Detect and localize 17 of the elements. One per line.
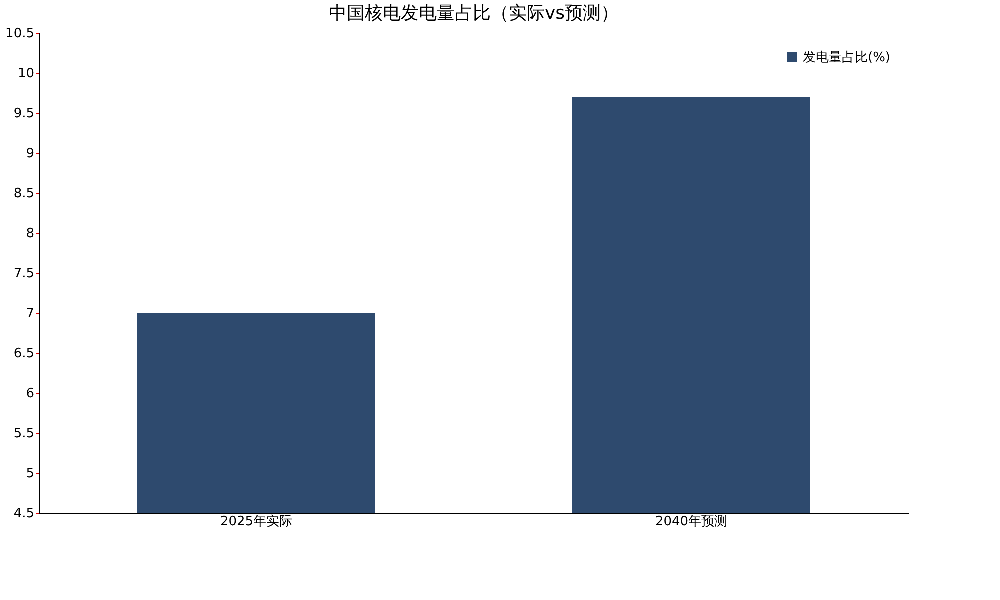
- y-tick-label: 5: [26, 466, 34, 482]
- y-tick-label: 8.5: [14, 186, 34, 202]
- x-tick-label: 2040年预测: [655, 514, 728, 530]
- legend-label: 发电量占比(%): [803, 50, 890, 66]
- y-tick-label: 4.5: [14, 506, 34, 522]
- y-tick-label: 7: [26, 306, 34, 322]
- y-tick-label: 9: [26, 146, 34, 162]
- x-tick-label: 2025年实际: [220, 514, 293, 530]
- y-tick-label: 5.5: [14, 426, 34, 442]
- y-tick-label: 7.5: [14, 266, 34, 282]
- y-tick-label: 9.5: [14, 106, 34, 122]
- y-tick-label: 10.5: [6, 26, 34, 42]
- y-tick-label: 6: [26, 386, 34, 402]
- y-tick-label: 10: [18, 66, 34, 82]
- chart-title: 中国核电发电量占比（实际vs预测）: [328, 3, 620, 24]
- y-tick-label: 6.5: [14, 346, 34, 362]
- y-tick-label: 8: [26, 226, 34, 242]
